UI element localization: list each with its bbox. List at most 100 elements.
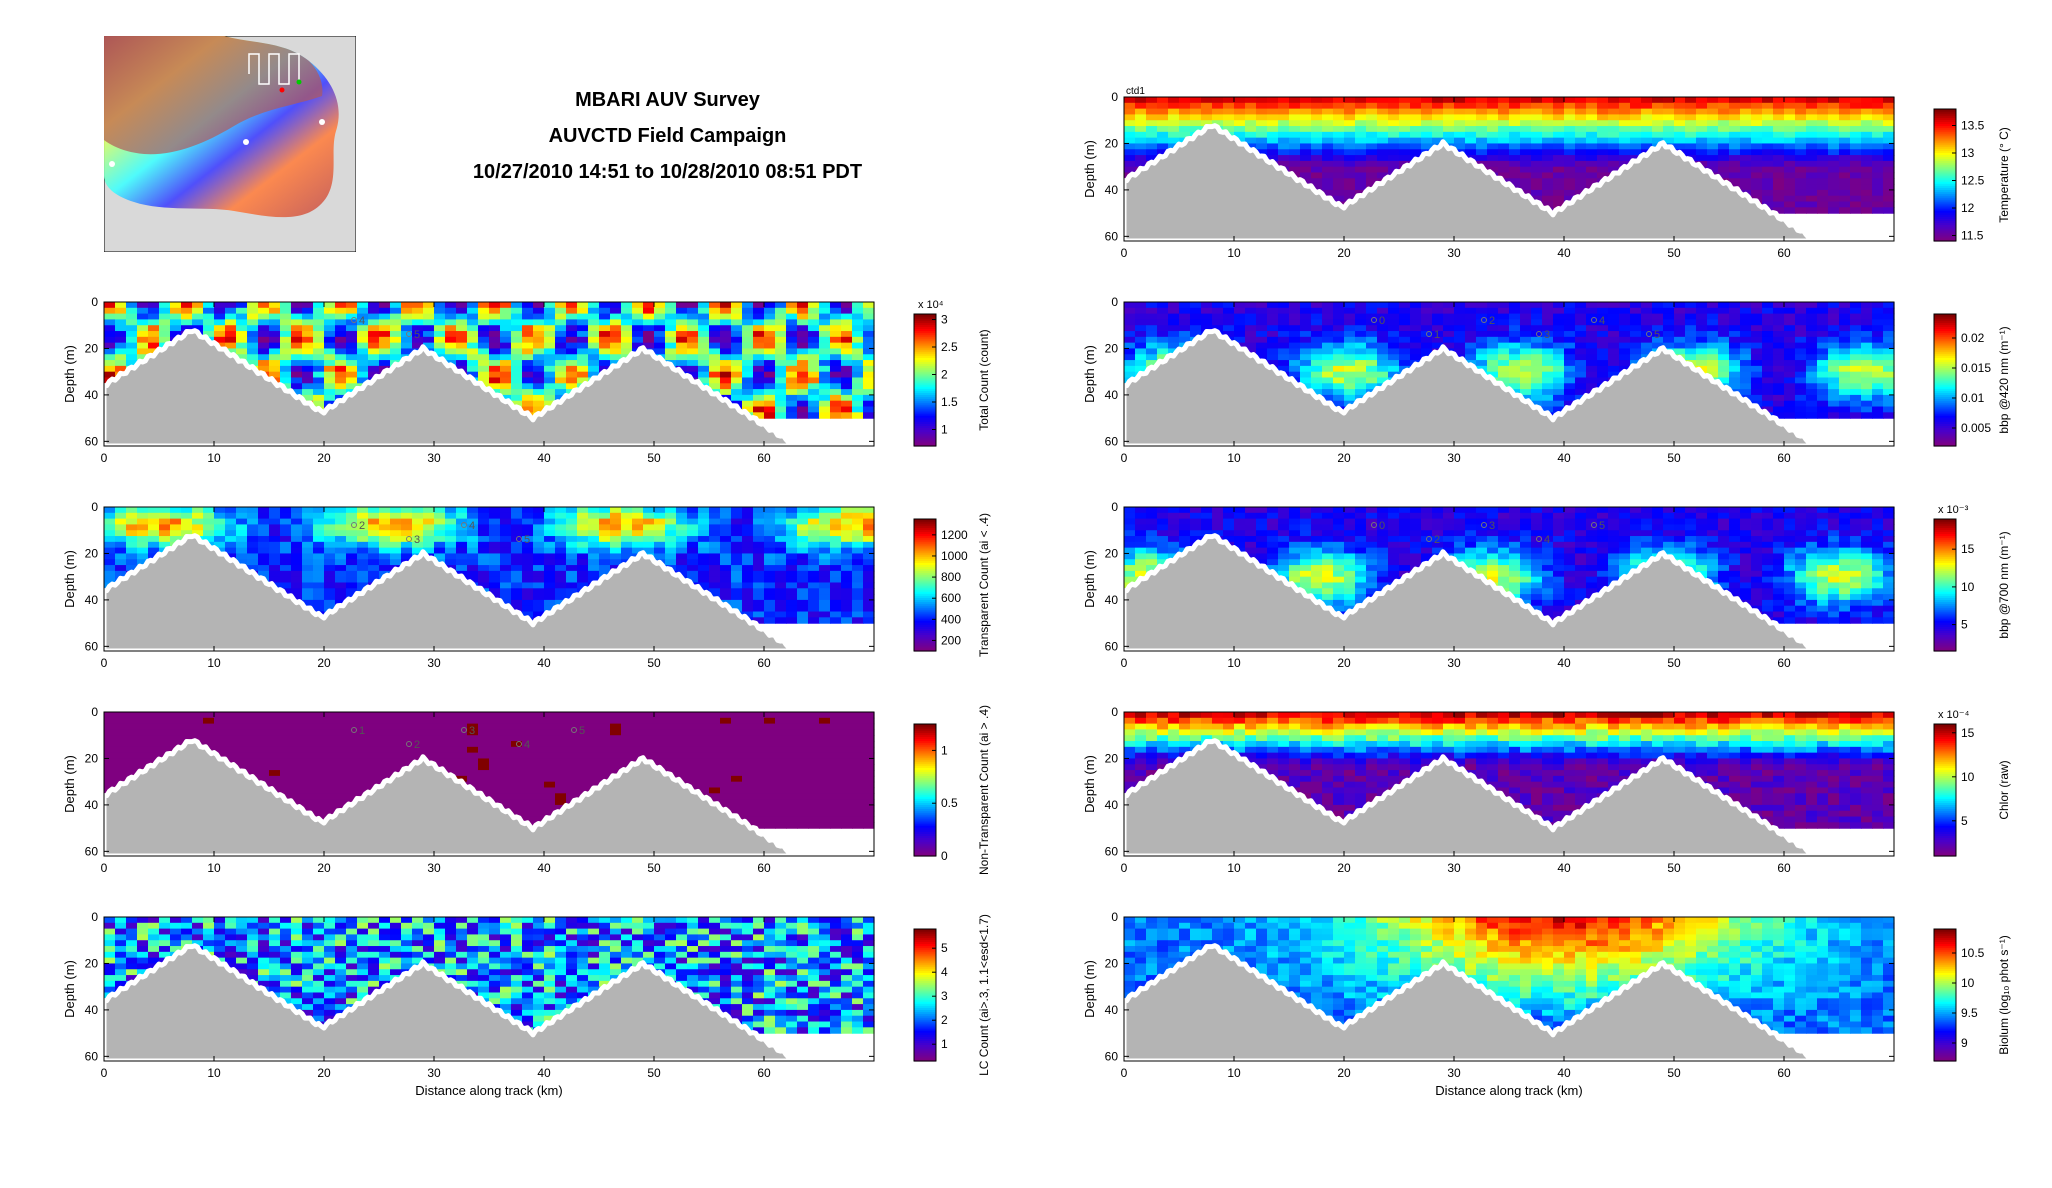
heatmap-cell (203, 717, 215, 725)
heatmap-cell (841, 594, 853, 601)
heatmap-cell (115, 752, 127, 760)
colorbar-frame (913, 313, 937, 447)
heatmap-cell (346, 570, 358, 578)
colorbar-swatch (914, 767, 936, 770)
heatmap-cell (126, 313, 138, 321)
x-tick-label: 20 (317, 861, 331, 875)
heatmap-cell (621, 723, 633, 731)
heatmap-cell (456, 524, 468, 531)
heatmap-cell (159, 336, 171, 344)
heatmap-cell (852, 816, 864, 823)
heatmap-cell (412, 752, 424, 760)
heatmap-cell (786, 319, 798, 326)
heatmap-cell (269, 565, 281, 572)
colorbar-swatch (914, 543, 936, 547)
heatmap-cell (544, 594, 556, 601)
heatmap-cell (148, 746, 160, 754)
heatmap-cell (577, 547, 589, 555)
heatmap-cell (698, 331, 710, 338)
heatmap-cell (566, 307, 578, 315)
heatmap-cell (291, 588, 303, 595)
heatmap-cell (621, 541, 633, 549)
heatmap-cell (401, 307, 413, 315)
heatmap-cell (423, 723, 435, 731)
heatmap-cell (522, 611, 534, 618)
heatmap-cell (819, 377, 831, 384)
heatmap-cell (148, 313, 160, 321)
colorbar-swatch (914, 322, 936, 325)
heatmap-cell (830, 553, 842, 560)
heatmap-cell (236, 307, 248, 315)
heatmap-cell (500, 553, 512, 560)
heatmap-cell (808, 799, 820, 806)
heatmap-cell (863, 342, 875, 350)
heatmap-cell (577, 307, 589, 315)
heatmap-cell (830, 530, 842, 537)
heatmap-cell (808, 518, 820, 526)
heatmap-cell (280, 307, 292, 315)
heatmap-cell (819, 336, 831, 344)
heatmap-cell (731, 336, 743, 344)
heatmap-cell (863, 787, 875, 794)
heatmap-cell (687, 307, 699, 315)
colorbar-swatch (914, 820, 936, 824)
heatmap-cell (280, 365, 292, 373)
heatmap-cell (423, 746, 435, 754)
heatmap-cell (566, 342, 578, 350)
heatmap-cell (126, 717, 138, 725)
heatmap-cell (346, 582, 358, 589)
heatmap-cell (544, 313, 556, 321)
colorbar-swatch (914, 558, 936, 561)
heatmap-cell (808, 354, 820, 361)
heatmap-cell (522, 729, 534, 736)
heatmap-cell (401, 717, 413, 725)
heatmap-cell (852, 594, 864, 601)
heatmap-cell (819, 617, 831, 624)
heatmap-cell (291, 594, 303, 601)
heatmap-cell (819, 787, 831, 794)
heatmap-cell (500, 735, 512, 742)
heatmap-cell (247, 307, 259, 315)
heatmap-cell (500, 348, 512, 355)
heatmap-cell (819, 530, 831, 537)
colorbar-swatch (914, 794, 936, 797)
x-tick-label: 30 (427, 451, 441, 465)
heatmap-cell (478, 336, 490, 344)
heatmap-cell (786, 547, 798, 555)
heatmap-cell (335, 787, 347, 794)
heatmap-cell (269, 524, 281, 531)
heatmap-cell (522, 360, 534, 367)
heatmap-cell (841, 712, 853, 719)
heatmap-cell (335, 559, 347, 566)
heatmap-cell (566, 507, 578, 514)
heatmap-cell (137, 741, 149, 748)
colorbar-swatch (914, 783, 936, 787)
heatmap-cell (324, 365, 336, 373)
heatmap-cell (269, 507, 281, 514)
heatmap-cell (533, 302, 545, 309)
heatmap-cell (368, 775, 380, 783)
colorbar-swatch (914, 386, 936, 389)
heatmap-cell (445, 752, 457, 760)
heatmap-cell (588, 746, 600, 754)
heatmap-cell (830, 559, 842, 566)
colorbar-swatch (914, 792, 936, 795)
heatmap-cell (830, 723, 842, 731)
heatmap-cell (786, 536, 798, 543)
heatmap-cell (214, 336, 226, 344)
heatmap-cell (621, 313, 633, 321)
heatmap-cell (753, 565, 765, 572)
heatmap-cell (852, 389, 864, 396)
heatmap-cell (137, 307, 149, 315)
heatmap-cell (467, 553, 479, 560)
colorbar-swatch (914, 417, 936, 420)
heatmap-cell (225, 717, 237, 725)
heatmap-cell (577, 360, 589, 367)
heatmap-cell (786, 822, 798, 829)
heatmap-cell (500, 717, 512, 725)
heatmap-cell (214, 922, 226, 930)
heatmap-cell (137, 735, 149, 742)
heatmap-cell (126, 741, 138, 748)
heatmap-cell (313, 319, 325, 326)
heatmap-cell (500, 799, 512, 806)
